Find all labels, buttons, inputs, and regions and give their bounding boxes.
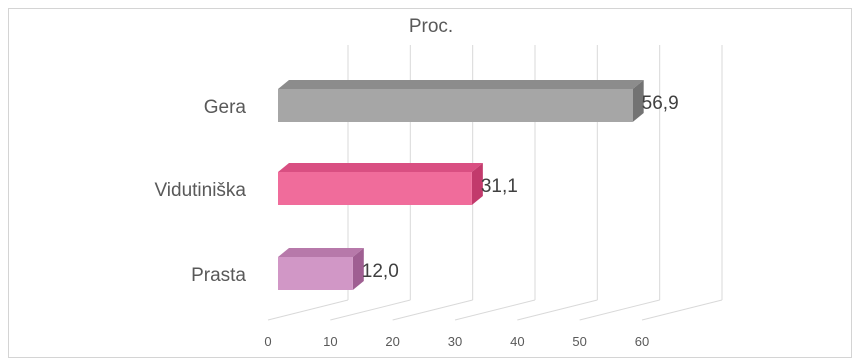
bar-top-face <box>278 163 483 172</box>
data-labels: 56,9 31,1 12,0 <box>362 93 679 282</box>
data-label: 56,9 <box>642 93 679 114</box>
x-tick-label: 10 <box>323 334 337 349</box>
chart-title: Proc. <box>408 16 454 37</box>
bar-front-face <box>278 89 633 122</box>
bar-vidutini-ka <box>278 163 483 205</box>
data-label: 31,1 <box>481 176 518 197</box>
category-label: Gera <box>204 97 247 118</box>
bar-top-face <box>278 248 364 257</box>
gridline-floor <box>267 299 349 321</box>
category-label: Vidutiniška <box>154 180 246 201</box>
category-label: Prasta <box>191 265 246 286</box>
bars <box>278 80 644 290</box>
x-tick-label: 30 <box>448 334 462 349</box>
bar-top-face <box>278 80 644 89</box>
gridline-floor <box>392 299 473 321</box>
bar-prasta <box>278 248 364 290</box>
bar-side-face <box>471 163 483 205</box>
gridline-floor <box>517 299 598 321</box>
x-tick-label: 50 <box>572 334 586 349</box>
gridline-floor <box>454 299 536 321</box>
x-tick-label: 60 <box>635 334 649 349</box>
bar-gera <box>278 80 644 122</box>
x-tick-label: 20 <box>385 334 399 349</box>
category-labels: Gera Vidutiniška Prasta <box>154 97 246 286</box>
gridline-floor <box>579 299 660 321</box>
data-label: 12,0 <box>362 261 399 282</box>
bar-front-face <box>278 257 353 290</box>
x-tick-label: 40 <box>510 334 524 349</box>
gridline-floor <box>641 299 723 321</box>
gridline-floor <box>330 299 411 321</box>
bar-side-face <box>632 80 644 122</box>
x-tick-label: 0 <box>264 334 271 349</box>
bar-side-face <box>352 248 364 290</box>
bar-front-face <box>278 172 472 205</box>
x-axis-ticks: 0 10 20 30 40 50 60 <box>264 334 649 349</box>
